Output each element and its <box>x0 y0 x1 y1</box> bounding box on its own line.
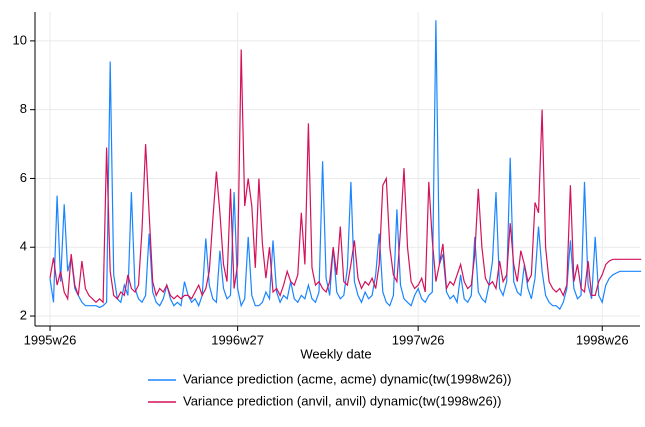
series-line <box>49 49 642 304</box>
x-tick-label: 1997w26 <box>392 332 445 347</box>
x-tick-label: 1996w27 <box>211 332 264 347</box>
x-tick-label: 1995w26 <box>24 332 77 347</box>
x-tick-label: 1998w26 <box>576 332 629 347</box>
legend-label: Variance prediction (anvil, anvil) dynam… <box>183 393 501 408</box>
y-tick-label: 2 <box>20 307 27 322</box>
y-tick-label: 10 <box>13 32 27 47</box>
legend-label: Variance prediction (acme, acme) dynamic… <box>183 371 512 386</box>
x-axis-title: Weekly date <box>300 346 371 361</box>
y-tick-label: 6 <box>20 170 27 185</box>
y-tick-label: 8 <box>20 101 27 116</box>
series-line <box>49 20 642 311</box>
y-tick-label: 4 <box>20 239 27 254</box>
